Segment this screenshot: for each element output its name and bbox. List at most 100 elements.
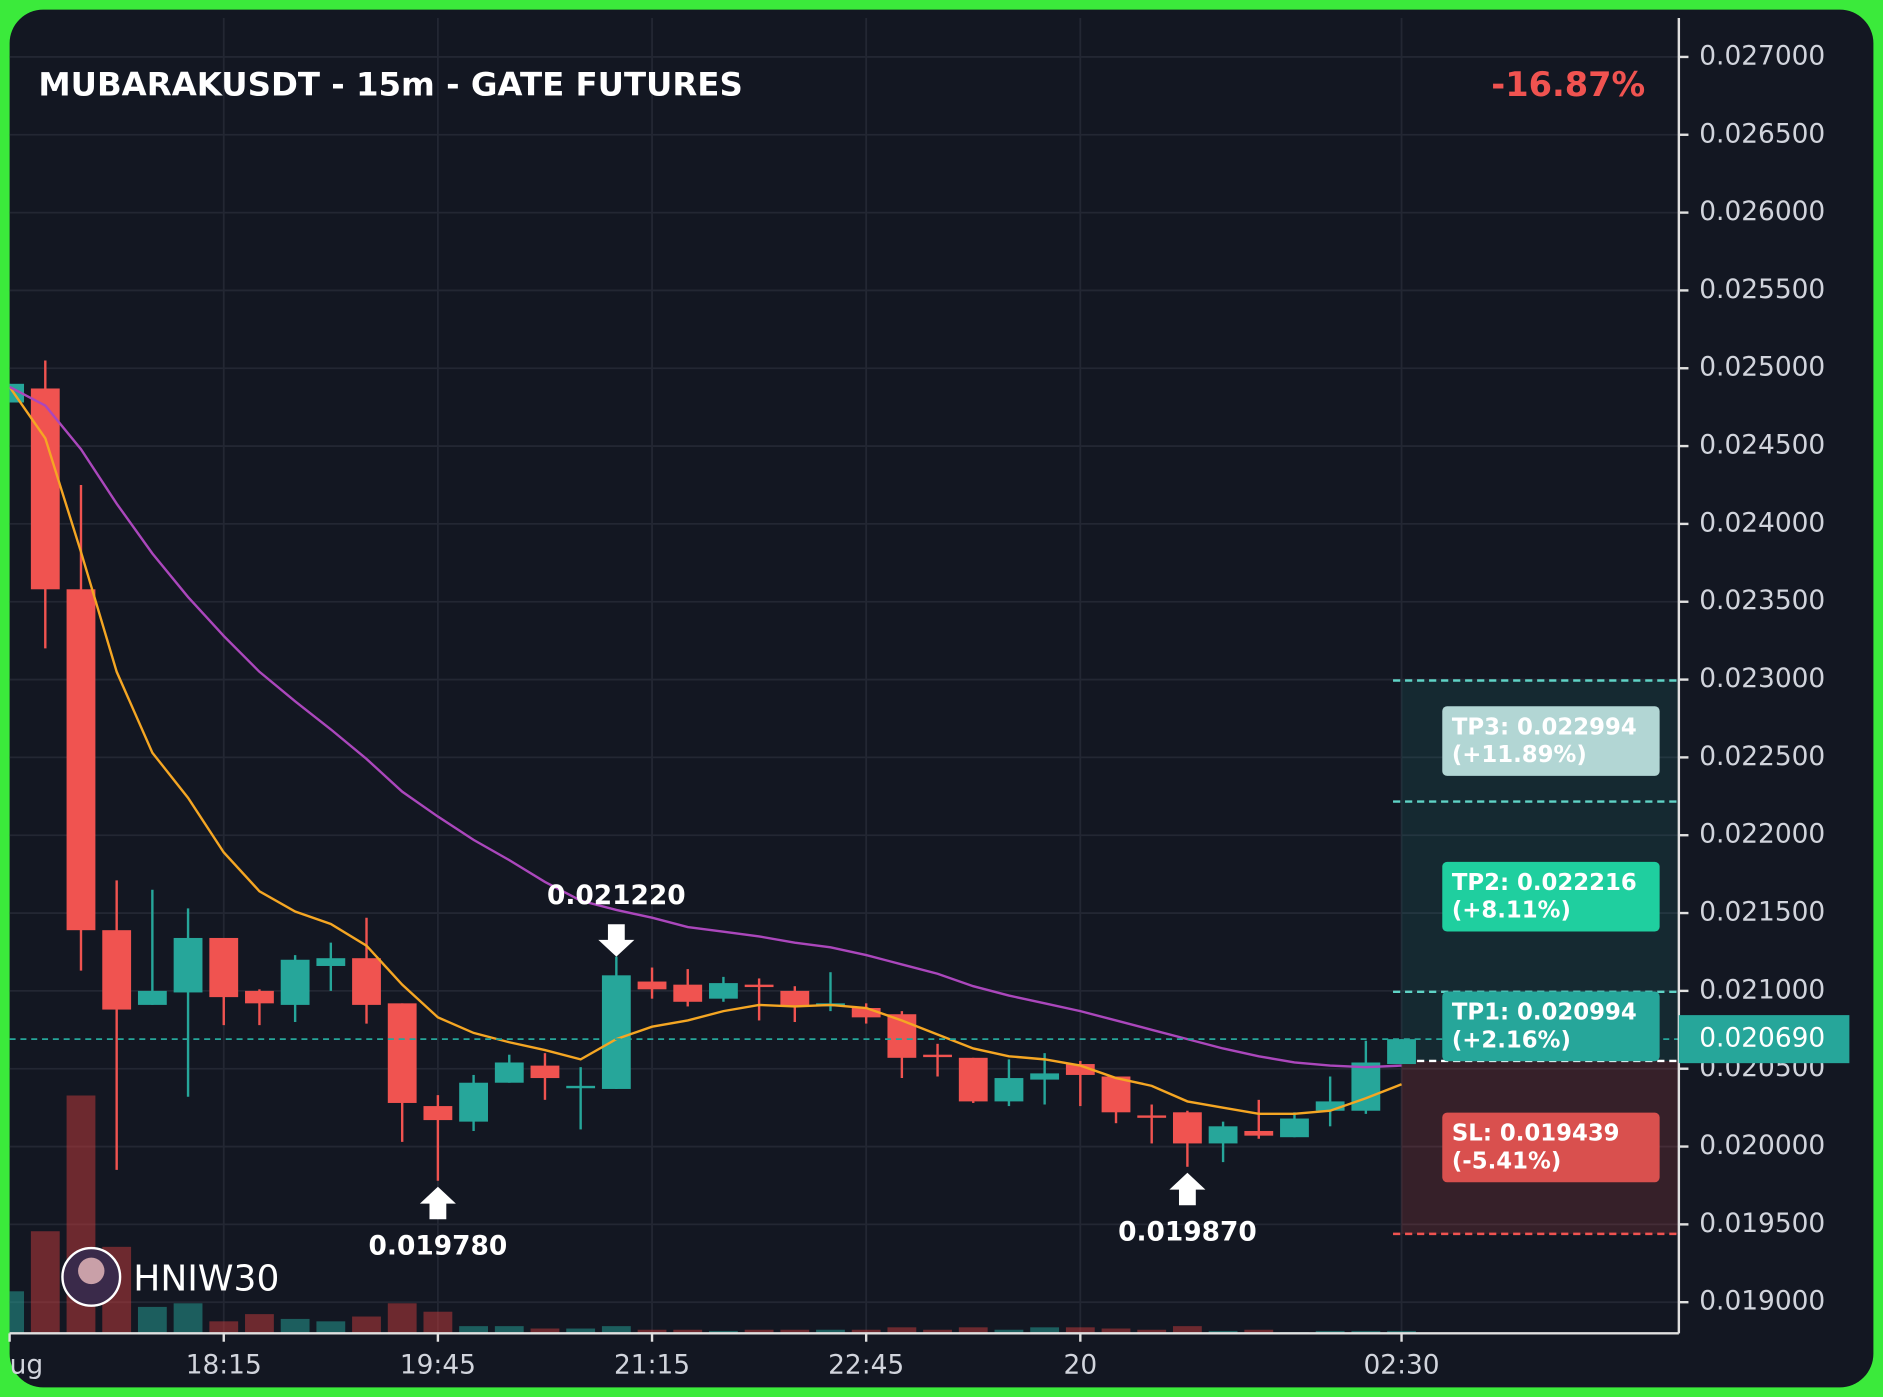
y-tick-label: 0.026000 <box>1699 196 1825 227</box>
level-note: (-5.41%) <box>1452 1148 1561 1174</box>
volume-bar <box>530 1328 560 1334</box>
volume-bar <box>9 1291 25 1334</box>
chart-title: MUBARAKUSDT - 15m - GATE FUTURES <box>38 65 742 103</box>
candle-body <box>851 1008 881 1018</box>
volume-bar <box>173 1303 203 1334</box>
candle-body <box>245 990 274 1004</box>
y-tick-label: 0.026500 <box>1699 118 1825 149</box>
y-tick-label: 0.022500 <box>1699 741 1825 772</box>
watermark: HNIW30 <box>133 1258 279 1299</box>
volume-bar <box>459 1326 488 1334</box>
candle-body <box>1387 1039 1416 1065</box>
y-tick-label: 0.021500 <box>1699 897 1825 928</box>
candle-body <box>494 1062 524 1083</box>
volume-bar <box>137 1306 167 1334</box>
volume-bar <box>1030 1327 1060 1334</box>
level-label: TP1: 0.020994 <box>1452 1000 1637 1026</box>
candle-body <box>173 937 203 993</box>
volume-bar <box>1065 1327 1095 1334</box>
level-note: (+2.16%) <box>1452 1027 1571 1053</box>
candle-body <box>637 981 667 990</box>
y-tick-label: 0.025000 <box>1699 352 1825 383</box>
y-tick-label: 0.024000 <box>1699 507 1825 538</box>
level-note: (+8.11%) <box>1452 898 1571 924</box>
level-box <box>1442 706 1660 776</box>
candle-body <box>1172 1112 1202 1144</box>
volume-bar <box>1101 1328 1131 1334</box>
candle-body <box>1280 1118 1309 1138</box>
candle-body <box>530 1065 560 1079</box>
candle-body <box>66 589 96 931</box>
level-box <box>1442 861 1660 932</box>
volume-bar <box>423 1311 453 1334</box>
volume-bar <box>1172 1326 1202 1334</box>
candle-body <box>1137 1115 1167 1118</box>
y-tick-label: 0.025500 <box>1699 274 1825 305</box>
candle-body <box>1030 1073 1060 1080</box>
volume-bar <box>209 1321 239 1334</box>
volume-bar <box>30 1231 60 1334</box>
change: -16.87% <box>1491 65 1645 104</box>
candle-body <box>1315 1101 1345 1111</box>
volume-bar <box>958 1327 988 1334</box>
candle-body <box>780 990 810 1007</box>
candle-body <box>673 984 703 1002</box>
level-label: TP2: 0.022216 <box>1452 870 1637 896</box>
y-tick-label: 0.024500 <box>1699 430 1825 461</box>
annotation-label: 0.021220 <box>547 880 686 911</box>
volume-bar <box>1244 1329 1274 1334</box>
candle-body <box>280 959 310 1005</box>
y-tick-label: 0.020000 <box>1699 1130 1825 1161</box>
candle-body <box>923 1054 952 1058</box>
candle-body <box>209 937 239 998</box>
volume-bar <box>245 1314 274 1334</box>
annotation-label: 0.019780 <box>369 1230 508 1261</box>
volume-bar <box>601 1326 631 1334</box>
candle-body <box>566 1085 596 1089</box>
moving-average <box>9 386 1402 1116</box>
x-tick-label: 21:15 <box>614 1349 690 1380</box>
x-tick-label: 02:30 <box>1363 1349 1439 1380</box>
volume-bar <box>994 1329 1024 1334</box>
y-tick-label: 0.023500 <box>1699 585 1825 616</box>
candle-body <box>958 1057 988 1102</box>
y-tick-label: 0.023000 <box>1699 663 1825 694</box>
y-tick-label: 0.022000 <box>1699 819 1825 850</box>
y-tick-label: 0.027000 <box>1699 40 1825 71</box>
annotation-label: 0.019870 <box>1118 1216 1257 1247</box>
x-tick-label: 20 <box>1064 1349 1098 1380</box>
level-label: TP3: 0.022994 <box>1452 714 1637 740</box>
candle-body <box>102 930 132 1010</box>
candle-body <box>1065 1064 1095 1075</box>
y-tick-label: 0.019000 <box>1699 1286 1825 1317</box>
arrow <box>419 1186 456 1220</box>
volume-bar <box>923 1329 952 1334</box>
y-tick-label: 0.019500 <box>1699 1208 1825 1239</box>
volume-bar <box>566 1328 596 1334</box>
x-tick-label: 22:45 <box>828 1349 904 1380</box>
arrow <box>598 924 635 957</box>
level-box <box>1442 991 1660 1062</box>
candle-body <box>387 1003 417 1103</box>
volume-bar <box>851 1329 881 1334</box>
candle-body <box>423 1106 453 1121</box>
volume-bar <box>494 1326 524 1334</box>
candle-body <box>601 975 631 1089</box>
x-tick-label: 19:45 <box>400 1349 476 1380</box>
arrow <box>1169 1172 1206 1206</box>
x-tick-label: ug <box>10 1349 43 1380</box>
candle-body <box>1244 1130 1274 1136</box>
avatar-face <box>78 1257 105 1285</box>
level-note: (+11.89%) <box>1452 742 1587 768</box>
level-box <box>1442 1112 1660 1183</box>
price-label: 0.020690 <box>1699 1023 1825 1054</box>
level-label: SL: 0.019439 <box>1452 1121 1620 1147</box>
price-box <box>1678 1015 1850 1064</box>
volume-bar <box>780 1329 810 1334</box>
volume-bar <box>637 1329 667 1334</box>
volume-bar <box>816 1329 845 1334</box>
candle-body <box>316 958 346 966</box>
candle-body <box>1208 1126 1238 1144</box>
